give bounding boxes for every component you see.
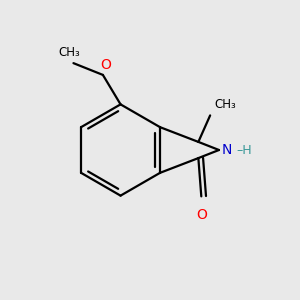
Text: N: N [222, 143, 232, 157]
Text: O: O [100, 58, 111, 72]
Text: CH₃: CH₃ [58, 46, 80, 59]
Text: –H: –H [236, 143, 252, 157]
Text: CH₃: CH₃ [214, 98, 236, 111]
Text: O: O [196, 208, 207, 222]
